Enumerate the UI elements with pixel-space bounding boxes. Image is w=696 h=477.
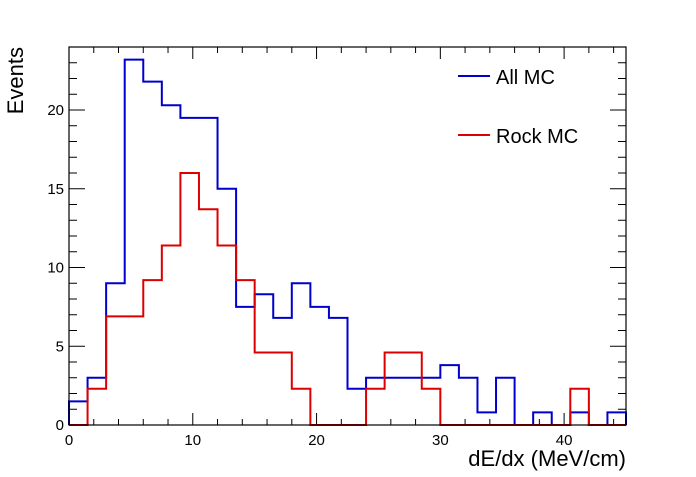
y-tick-label: 0 bbox=[56, 417, 64, 434]
x-tick-label: 0 bbox=[65, 432, 73, 449]
x-axis-title: dE/dx (MeV/cm) bbox=[468, 446, 626, 471]
y-tick-label: 20 bbox=[47, 102, 64, 119]
x-tick-label: 10 bbox=[184, 432, 201, 449]
labels-layer: 0 10 20 30 40 0 5 10 15 20 bbox=[47, 102, 572, 449]
y-tick-label: 15 bbox=[47, 181, 64, 198]
x-tick-label: 40 bbox=[556, 432, 573, 449]
y-tick-label: 10 bbox=[47, 260, 64, 277]
legend: All MC Rock MC bbox=[458, 67, 578, 148]
legend-label-rock-mc: Rock MC bbox=[496, 126, 578, 148]
y-axis-title: Events bbox=[3, 47, 28, 114]
series-layer bbox=[68, 58, 627, 426]
y-tick-label: 5 bbox=[56, 338, 64, 355]
x-tick-label: 20 bbox=[308, 432, 325, 449]
series-line-all-mc bbox=[68, 58, 627, 426]
plot-frame bbox=[68, 46, 627, 426]
x-tick-label: 30 bbox=[432, 432, 449, 449]
legend-label-all-mc: All MC bbox=[496, 67, 555, 89]
